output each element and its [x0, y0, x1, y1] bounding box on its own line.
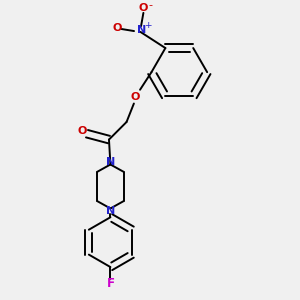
- Text: F: F: [106, 277, 114, 290]
- Text: N: N: [106, 206, 115, 216]
- Text: +: +: [144, 21, 152, 30]
- Text: N: N: [137, 26, 147, 35]
- Text: N: N: [106, 157, 115, 167]
- Text: O: O: [131, 92, 140, 102]
- Text: O: O: [77, 126, 86, 136]
- Text: O: O: [112, 22, 122, 32]
- Text: O: O: [139, 4, 148, 14]
- Text: -: -: [149, 1, 153, 10]
